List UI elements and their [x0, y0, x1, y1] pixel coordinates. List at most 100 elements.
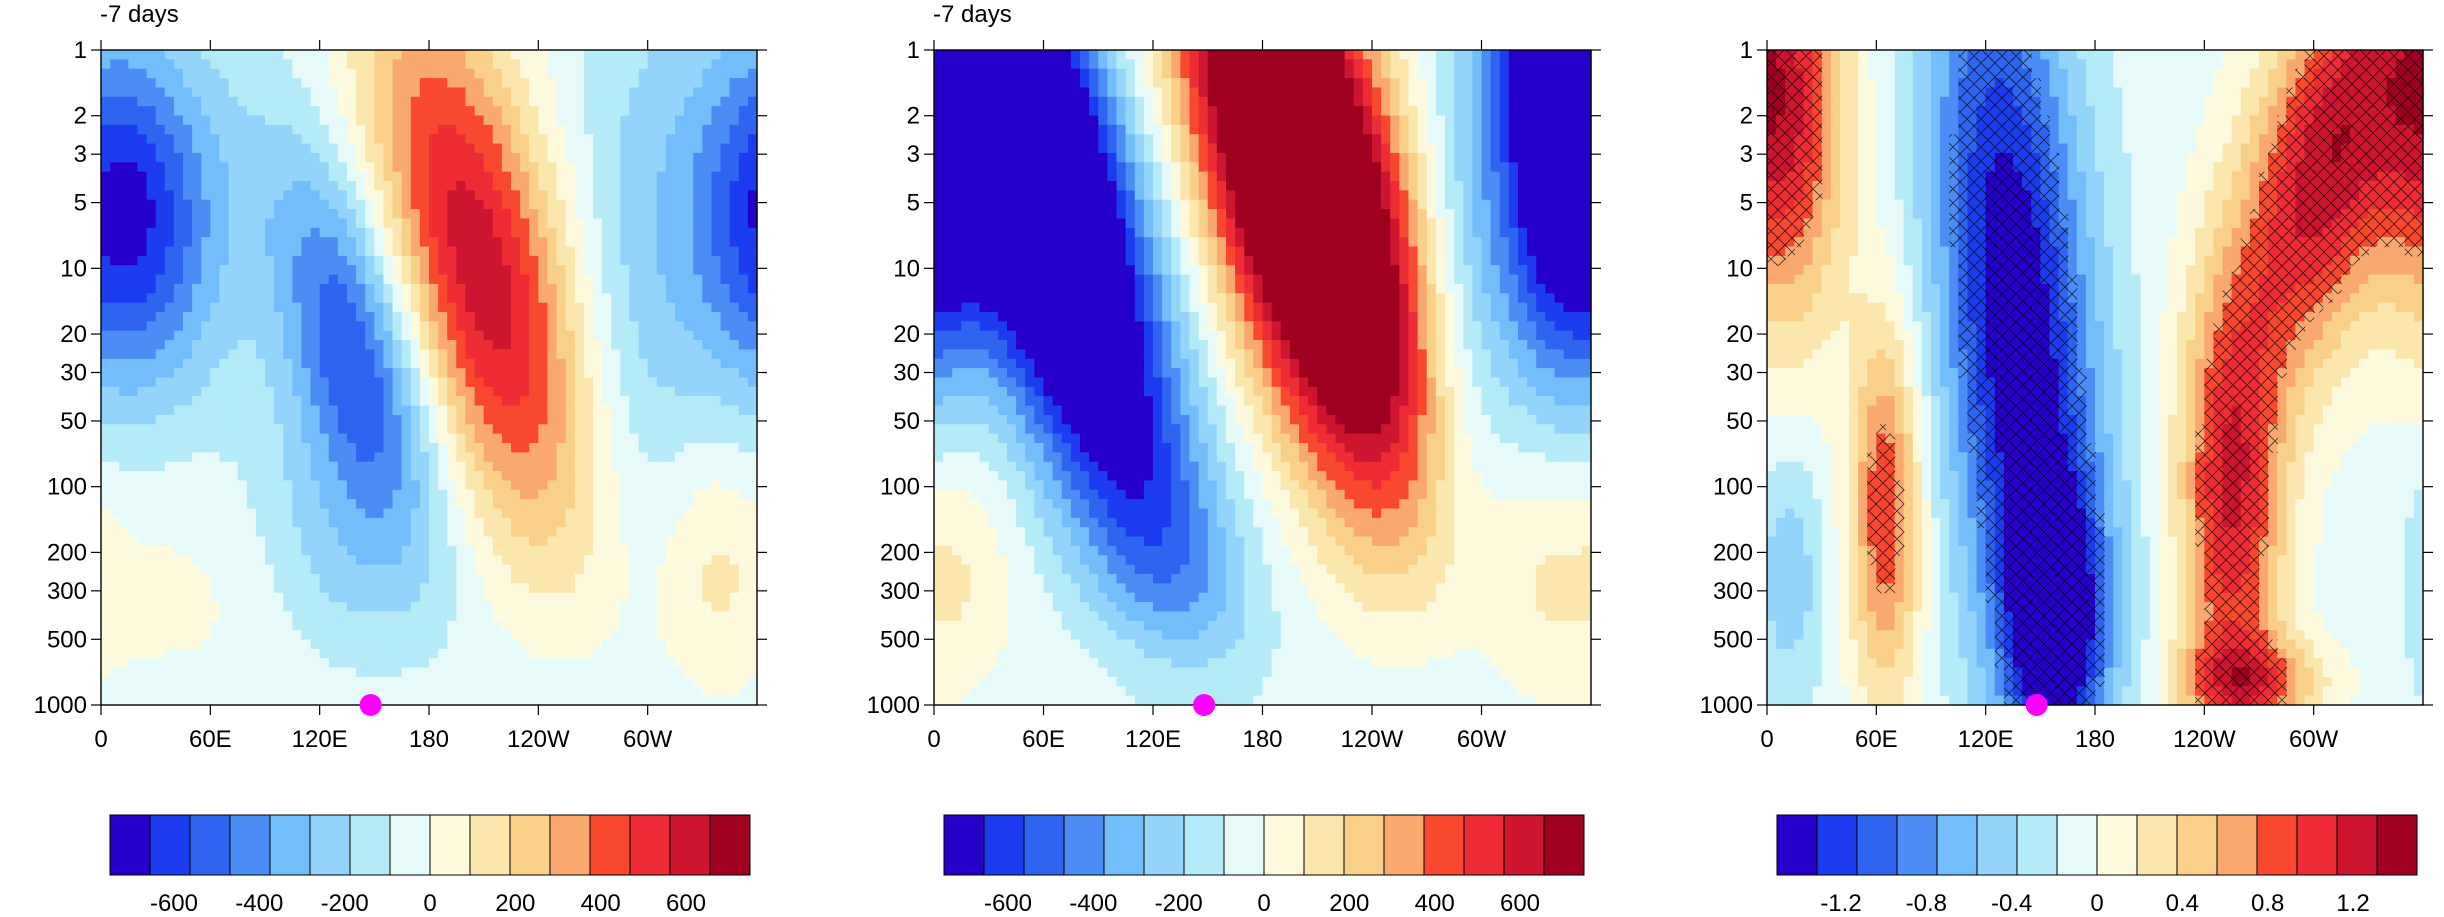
field-cell	[474, 611, 485, 622]
field-cell	[520, 611, 530, 622]
field-cell	[374, 265, 385, 276]
field-cell	[556, 181, 567, 191]
field-cell	[410, 255, 421, 266]
field-cell	[492, 115, 503, 126]
field-cell	[101, 106, 111, 117]
field-cell	[283, 209, 293, 220]
field-cell	[611, 639, 621, 650]
field-cell	[155, 574, 166, 584]
field-cell	[173, 162, 184, 173]
field-cell	[465, 199, 476, 210]
field-cell	[383, 452, 394, 463]
field-cell	[319, 78, 330, 89]
field-cell	[265, 134, 275, 145]
field-cell	[255, 592, 266, 603]
field-cell	[693, 630, 703, 641]
field-cell	[155, 59, 166, 70]
field-cell	[137, 452, 148, 463]
field-cell	[146, 246, 157, 257]
field-cell	[656, 255, 667, 266]
field-cell	[410, 218, 421, 229]
field-cell	[310, 349, 321, 360]
field-cell	[647, 611, 658, 622]
field-cell	[565, 620, 576, 631]
field-cell	[410, 574, 421, 584]
field-cell	[101, 368, 111, 379]
field-cell	[246, 386, 257, 397]
field-cell	[237, 87, 248, 98]
field-cell	[492, 648, 503, 659]
field-cell	[128, 302, 139, 313]
field-cell	[529, 368, 539, 379]
field-cell	[210, 433, 221, 444]
field-cell	[201, 368, 211, 379]
field-cell	[183, 218, 193, 229]
field-cell	[547, 564, 558, 575]
field-cell	[483, 59, 494, 70]
field-cell	[237, 368, 248, 379]
field-cell	[246, 340, 257, 351]
field-cell	[164, 349, 175, 360]
field-cell	[511, 471, 521, 482]
field-cell	[729, 536, 740, 547]
field-cell	[246, 414, 257, 425]
field-cell	[465, 274, 476, 285]
field-cell	[155, 620, 166, 631]
field-cell	[328, 199, 339, 210]
field-cell	[419, 171, 430, 182]
field-cell	[684, 181, 694, 191]
field-cell	[456, 386, 467, 397]
field-cell	[265, 686, 275, 697]
field-cell	[255, 658, 266, 669]
field-cell	[192, 676, 202, 687]
field-cell	[711, 218, 722, 229]
field-cell	[583, 620, 594, 631]
field-cell	[137, 564, 148, 575]
field-cell	[547, 368, 558, 379]
field-cell	[501, 517, 512, 528]
field-cell	[620, 443, 631, 453]
field-cell	[410, 517, 421, 528]
field-cell	[392, 386, 403, 397]
field-cell	[593, 611, 603, 622]
field-cell	[702, 87, 713, 98]
field-cell	[483, 517, 494, 528]
field-cell	[492, 246, 503, 257]
field-cell	[638, 152, 649, 163]
field-cell	[556, 602, 567, 613]
field-cell	[201, 667, 211, 678]
field-cell	[520, 274, 530, 285]
field-cell	[702, 574, 713, 584]
field-cell	[620, 555, 631, 566]
field-cell	[219, 87, 230, 98]
field-cell	[693, 686, 703, 697]
field-cell	[173, 517, 184, 528]
field-cell	[520, 424, 530, 435]
field-cell	[465, 255, 476, 266]
field-cell	[483, 658, 494, 669]
field-cell	[429, 471, 439, 482]
field-cell	[647, 78, 658, 89]
field-cell	[656, 312, 667, 322]
field-cell	[702, 405, 713, 416]
field-cell	[456, 471, 467, 482]
field-cell	[301, 50, 312, 60]
field-cell	[319, 667, 330, 678]
field-cell	[210, 676, 221, 687]
field-cell	[137, 227, 148, 238]
field-cell	[301, 648, 312, 659]
field-cell	[593, 293, 603, 304]
field-cell	[146, 190, 157, 201]
field-cell	[201, 424, 211, 435]
field-cell	[419, 536, 430, 547]
field-cell	[547, 414, 558, 425]
field-cell	[173, 181, 184, 191]
field-cell	[547, 480, 558, 491]
field-cell	[529, 471, 539, 482]
field-cell	[574, 630, 585, 641]
field-cell	[383, 443, 394, 453]
field-cell	[210, 274, 221, 285]
field-cell	[483, 302, 494, 313]
field-cell	[319, 330, 330, 341]
field-cell	[410, 508, 421, 519]
